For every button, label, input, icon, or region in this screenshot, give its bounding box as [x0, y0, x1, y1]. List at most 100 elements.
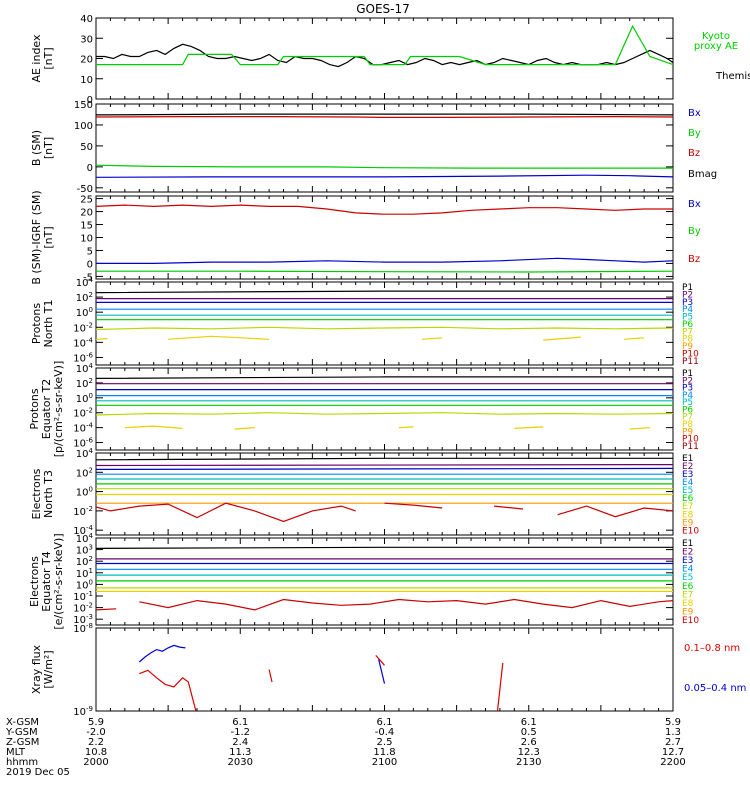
y-tick-label: 10: [80, 234, 93, 245]
x-row-value: 0.5: [521, 727, 537, 738]
series-line: [96, 115, 673, 119]
series-line: [139, 669, 197, 711]
y-tick-label: 100: [76, 392, 93, 405]
series-line: [96, 464, 673, 467]
series-line: [96, 290, 673, 294]
plot-title: GOES-17: [356, 2, 410, 16]
legend-entry: P7: [682, 413, 693, 423]
legend-entry: E3: [682, 470, 693, 480]
panel-5: 104 102 100 10-2 10-4 10-6 Protons Equator T2 [p…: [28, 361, 699, 458]
y-axis-label: B (SM)-IGRF (SM): [30, 190, 43, 284]
legend-entry: P9: [682, 342, 693, 352]
legend-entry: P8: [682, 335, 693, 345]
series-line: [96, 608, 117, 611]
legend-entry: By: [688, 128, 701, 139]
x-row-value: 1.3: [665, 727, 681, 738]
y-axis-label: [nT]: [42, 226, 55, 248]
x-row-label: X-GSM: [6, 717, 39, 728]
legend-entry: proxy AE: [694, 41, 738, 52]
series-line: [138, 644, 186, 663]
y-axis-label: [nT]: [42, 137, 55, 159]
legend-entry: Bz: [688, 254, 700, 265]
x-row-value: 10.8: [85, 747, 107, 758]
legend-entry: By: [688, 226, 701, 237]
series-line: [96, 257, 673, 264]
y-tick-label: 5: [87, 246, 93, 257]
y-axis-label: AE index: [30, 34, 43, 83]
y-tick-label: 10-8: [73, 622, 93, 635]
series-line: [96, 24, 673, 66]
legend-entry: E2: [682, 462, 693, 472]
legend-entry: P5: [682, 398, 693, 408]
legend-entry: Bz: [688, 148, 700, 159]
y-axis-label: [nT]: [42, 47, 55, 69]
series-line: [496, 662, 504, 711]
panel-6: 104 102 100 10-2 10-4 Electrons North T3 E1E2E3…: [30, 447, 699, 537]
series-line: [96, 270, 673, 273]
legend-entry: P10: [682, 435, 699, 445]
series-line: [139, 598, 673, 611]
legend-entry: E8: [682, 510, 694, 520]
y-tick-label: 10-9: [73, 705, 93, 718]
legend-entry: E1: [682, 539, 693, 549]
x-row-value: -0.4: [375, 727, 395, 738]
y-axis-label: Protons: [30, 303, 43, 344]
series-line: [494, 505, 524, 510]
y-axis-label: B (SM): [30, 130, 43, 166]
y-axis-label: Xray flux: [30, 644, 43, 694]
legend-entry: E5: [682, 573, 693, 583]
series-line: [375, 655, 385, 666]
y-tick-label: 104: [76, 276, 94, 289]
legend-entry: P1: [682, 369, 693, 379]
legend-entry: E8: [682, 599, 694, 609]
x-row-value: 12.3: [518, 747, 540, 758]
legend-entry: P9: [682, 427, 693, 437]
series-line: [557, 505, 673, 518]
series-group: [96, 457, 673, 523]
y-tick-label: 10-2: [73, 321, 93, 334]
x-row-value: 2100: [372, 757, 397, 768]
y-axis-label: Equator T2: [40, 379, 53, 439]
legend-entry: E3: [682, 556, 693, 566]
series-group: [96, 546, 673, 611]
legend-entry: P4: [682, 305, 693, 315]
legend-entry: Bx: [688, 108, 701, 119]
panel-8: 10-8 10-9 Xray flux [W/m²] 0.1–0.8 nm 0.05–0.…: [30, 622, 746, 718]
y-tick-label: 100: [76, 578, 93, 591]
y-tick-label: 150: [74, 100, 93, 111]
panel-2: 150 100 50 0 -50 B (SM) [nT] Bx By Bz Bmag: [30, 100, 717, 195]
x-row-value: -2.0: [86, 727, 106, 738]
y-tick-label: -50: [77, 184, 93, 195]
legend-entry: Bmag: [688, 169, 717, 180]
y-tick-label: 104: [76, 447, 94, 460]
series-line: [96, 412, 673, 416]
series-line: [96, 204, 673, 215]
x-row-value: 2030: [228, 757, 253, 768]
series-line: [96, 326, 673, 331]
y-tick-label: 102: [76, 466, 93, 479]
x-row-value: 6.1: [232, 717, 248, 728]
legend-entry: P1: [682, 283, 693, 293]
series-group: [96, 113, 673, 178]
legend-entry: E6: [682, 494, 694, 504]
legend-entry: E6: [682, 582, 694, 592]
panel-frame: [95, 17, 674, 100]
y-tick-label: -5: [83, 272, 93, 283]
legend-entry: E10: [682, 616, 699, 626]
legend-entry: P11: [682, 442, 699, 452]
y-tick-label: 10-4: [73, 422, 93, 435]
y-tick-label: 10: [80, 75, 93, 86]
x-row-value: 6.1: [521, 717, 537, 728]
y-tick-label: 10-3: [73, 613, 93, 626]
x-row-value: -1.2: [230, 727, 250, 738]
series-group: [96, 376, 673, 430]
x-row-value: 2200: [660, 757, 685, 768]
y-tick-label: 10-2: [73, 505, 93, 518]
y-axis-label: North T1: [42, 300, 55, 348]
legend-entry: E9: [682, 607, 694, 617]
series-group: [96, 204, 673, 273]
y-tick-label: 10-6: [73, 351, 93, 364]
y-tick-label: 104: [76, 362, 94, 375]
